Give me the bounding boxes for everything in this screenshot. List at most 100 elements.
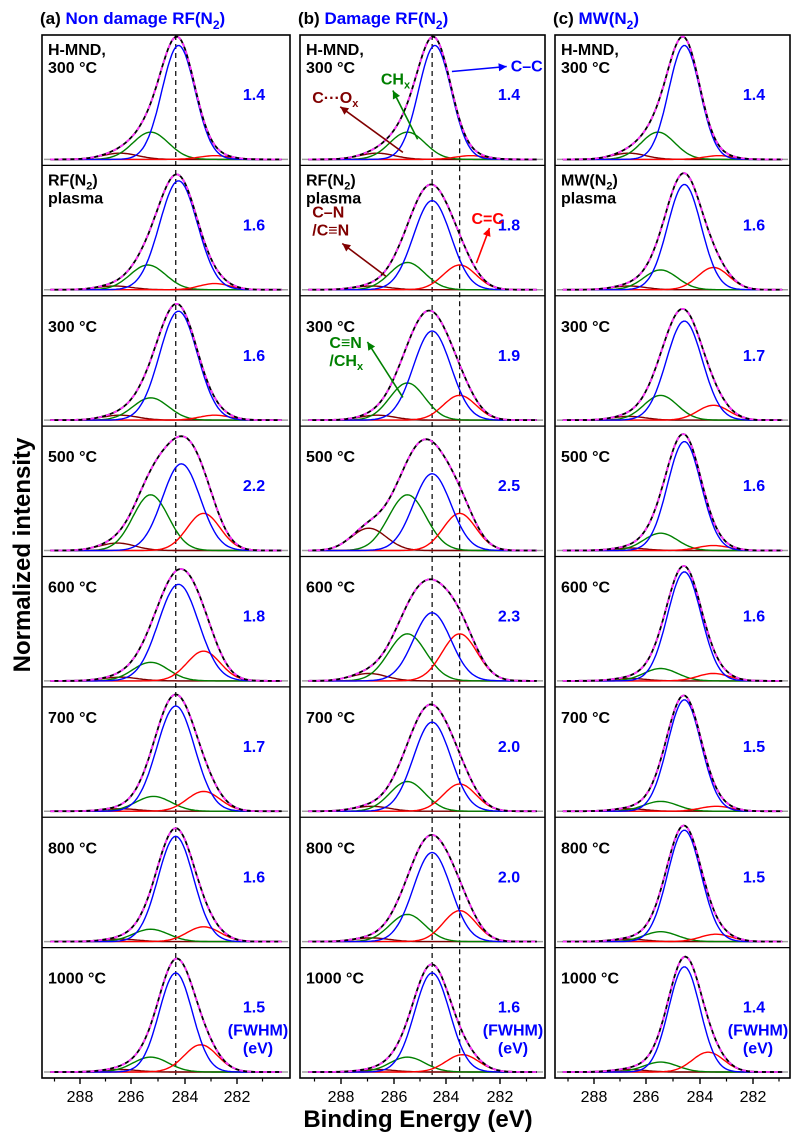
fwhm-value: 1.6 (743, 609, 765, 626)
fwhm-value: 1.4 (498, 87, 520, 104)
panel-title: (c) MW(N2) (553, 9, 639, 32)
fwhm-value: 1.5 (743, 739, 765, 756)
spectrum-row: RF(N2)plasma 1.6 (42, 172, 290, 297)
row-label: plasma (48, 190, 103, 207)
row-label: 1000 °C (561, 971, 619, 988)
annotation-label: C≡N (329, 335, 361, 352)
spectrum-row: 600 °C 2.3 (300, 578, 545, 688)
peak-c-eq-c (308, 394, 537, 421)
peak-annotation: C–C (451, 59, 543, 76)
fwhm-value: 1.5 (743, 869, 765, 886)
spectrum-row: 800 °C 1.6 (42, 827, 290, 949)
row-label: 300 °C (561, 319, 611, 336)
fit-line (308, 35, 537, 161)
peak-annotation: C···Ox (312, 90, 404, 153)
spectrum-row: 800 °C 1.5 (555, 824, 790, 949)
row-label: 300 °C (306, 60, 356, 77)
fwhm-unit: (eV) (743, 1041, 773, 1058)
peak-c-eq-c (50, 650, 282, 682)
peak-ch (562, 269, 783, 291)
spectrum-row: H-MND,300 °C 1.4 C–C C···Ox CHx (300, 35, 545, 166)
peak-annotation: C=C (472, 211, 504, 264)
annotation-arrow (366, 341, 404, 398)
fit-line (308, 438, 537, 552)
row-label: H-MND, (561, 42, 619, 59)
fwhm-value: 2.2 (243, 478, 265, 495)
peak-c-eq-c (50, 790, 282, 812)
row-label: 700 °C (48, 710, 98, 727)
fwhm-value: 1.9 (498, 348, 520, 365)
fwhm-value: 1.6 (243, 869, 265, 886)
peak-ch (562, 667, 783, 682)
spectrum-row: 600 °C 1.8 (42, 568, 290, 688)
fwhm-value: 1.7 (743, 348, 765, 365)
envelope-line (562, 35, 783, 161)
peak-c-eq-c (562, 266, 783, 291)
row-label: 1000 °C (306, 971, 364, 988)
peak-c-eq-c (50, 926, 282, 943)
row-label: plasma (561, 190, 616, 207)
envelope-line (562, 433, 783, 552)
arrow-head (342, 243, 351, 252)
peak-ch (308, 633, 537, 682)
x-tick-label: 282 (224, 1089, 251, 1106)
fwhm-value: 2.0 (498, 739, 520, 756)
row-label: RF(N2) (48, 172, 98, 192)
peak-ch (50, 1056, 282, 1073)
fit-line (308, 833, 537, 943)
annotation-label: C–C (511, 59, 543, 76)
panels: (a) Non damage RF(N2)288 286 284 282H-MND,3… (40, 9, 791, 1106)
spectrum-row: 500 °C 2.5 (300, 438, 545, 558)
spectrum-row: 600 °C 1.6 (555, 564, 790, 688)
fwhm-value: 1.5 (243, 1000, 265, 1017)
peak-c-eq-c (308, 633, 537, 682)
peak-ch (562, 394, 783, 421)
annotation-label: /CHx (329, 353, 364, 373)
peak-ch (50, 494, 282, 552)
fwhm-unit: (eV) (243, 1041, 273, 1058)
x-tick-label: 282 (487, 1089, 514, 1106)
peak-ch (50, 795, 282, 812)
fwhm-unit: (FWHM) (728, 1023, 788, 1040)
fit-line (562, 564, 783, 682)
spectrum-row: H-MND,300 °C 1.4 (555, 35, 790, 166)
row-label: 500 °C (561, 449, 611, 466)
peak-ch (308, 131, 537, 161)
arrow-head (483, 228, 491, 237)
fit-line (50, 303, 282, 421)
x-tick-label: 288 (581, 1089, 608, 1106)
panel-title: (a) Non damage RF(N2) (40, 9, 225, 32)
spectrum-row: 700 °C 1.7 (42, 693, 290, 818)
annotation-label: /C≡N (312, 223, 349, 240)
row-label: 800 °C (48, 840, 98, 857)
x-tick-label: 284 (433, 1089, 460, 1106)
fwhm-value: 1.6 (743, 217, 765, 234)
fwhm-value: 1.6 (243, 217, 265, 234)
peak-c-eq-c (562, 404, 783, 421)
arrow-head (340, 106, 350, 115)
row-label: 300 °C (48, 60, 98, 77)
fit-line (562, 694, 783, 813)
fit-line (562, 308, 783, 421)
peak-ch (50, 131, 282, 161)
peak-ch (50, 397, 282, 421)
fit-line (50, 693, 282, 813)
peak-cc (308, 851, 537, 943)
row-label: 700 °C (561, 710, 611, 727)
fit-line (308, 578, 537, 682)
fwhm-value: 1.4 (743, 87, 765, 104)
peak-annotation: C≡N/CHx (329, 335, 404, 398)
peak-ch (50, 264, 282, 291)
row-label: 700 °C (306, 710, 356, 727)
fit-line (50, 435, 282, 552)
spectrum-row: 500 °C 1.6 (555, 433, 790, 558)
fit-line (50, 827, 282, 943)
row-label: 800 °C (306, 840, 356, 857)
fwhm-value: 1.8 (498, 217, 520, 234)
x-tick-label: 282 (740, 1089, 767, 1106)
fwhm-value: 2.0 (498, 869, 520, 886)
fit-line (308, 309, 537, 421)
peak-ch (308, 780, 537, 812)
